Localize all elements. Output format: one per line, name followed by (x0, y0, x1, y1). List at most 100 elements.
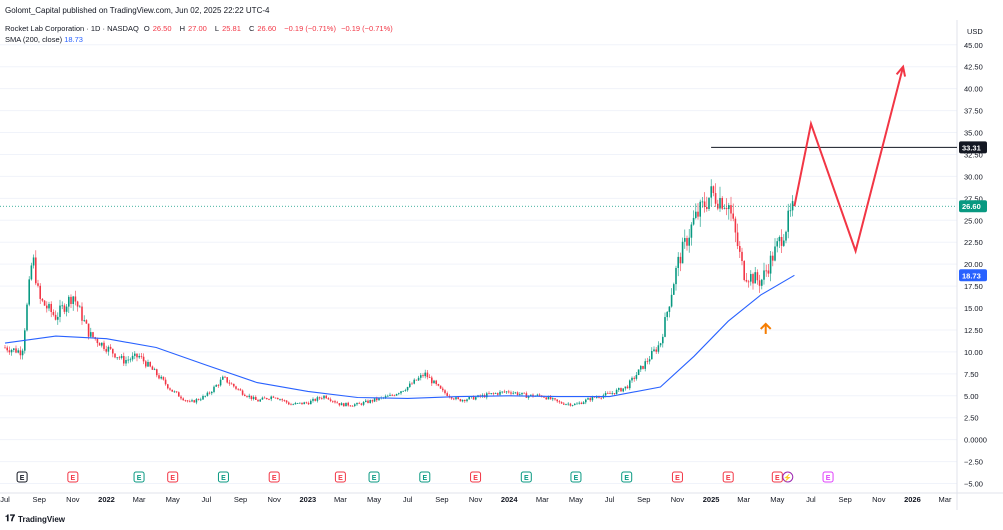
candle-body (217, 385, 220, 386)
candle-body (224, 376, 226, 378)
candle-body (644, 361, 646, 369)
candle-body (420, 375, 422, 378)
candle-body (486, 393, 488, 398)
candle-body (391, 394, 393, 396)
candle-body (624, 386, 627, 389)
x-tick-label: May (770, 495, 784, 504)
event-glyph: E (675, 475, 680, 482)
candle-body (351, 405, 354, 407)
earnings-event-icon (520, 471, 532, 483)
candle-body (556, 399, 558, 402)
candle-body (10, 349, 13, 353)
candle-body (569, 403, 572, 406)
candle-body (699, 201, 701, 217)
candle-body (563, 403, 565, 405)
sma-price-label-bg (959, 269, 987, 282)
candle-body (697, 211, 699, 217)
candle-body (494, 393, 497, 394)
candle-body (679, 256, 682, 264)
x-tick-label: 2026 (904, 495, 921, 504)
y-tick-label: 35.00 (964, 129, 983, 138)
candle-body (734, 218, 737, 233)
candle-body (189, 401, 191, 403)
candle-body (723, 207, 726, 209)
symbol-name[interactable]: Rocket Lab Corporation · 1D · NASDAQ (5, 24, 139, 33)
candle-body (567, 403, 569, 405)
candle-body (87, 323, 90, 337)
candle-body (263, 397, 266, 399)
candle-body (435, 380, 437, 385)
candle-body (105, 349, 107, 352)
candle-body (666, 311, 668, 318)
candle-body (81, 306, 83, 321)
candle-body (712, 186, 715, 194)
candle-body (501, 391, 503, 393)
earnings-event-icon (268, 471, 280, 483)
candle-body (323, 395, 325, 399)
candle-body (565, 404, 567, 405)
candle-body (688, 237, 690, 246)
candle-body (574, 403, 576, 406)
candle-body (659, 343, 662, 346)
candle-body (466, 399, 468, 402)
candle-body (763, 270, 765, 280)
candle-body (547, 396, 550, 400)
candle-body (376, 398, 378, 401)
candle-body (743, 260, 745, 280)
ohlc-close: C 26.60 (248, 24, 277, 33)
price-chart[interactable]: USD 45.00 42.50 40.00 37.50 35.00 32.50 30.00 27… (0, 20, 1003, 510)
candle-body (615, 389, 618, 394)
event-glyph: E (473, 475, 478, 482)
candle-body (46, 305, 48, 309)
x-tick-label: Jul (403, 495, 413, 504)
candle-body (741, 251, 743, 261)
candle-body (530, 394, 532, 396)
symbol-legend[interactable]: Rocket Lab Corporation · 1D · NASDAQ O 26… (5, 24, 396, 33)
sma-legend[interactable]: SMA (200, close) 18.73 (5, 35, 83, 44)
candle-body (228, 382, 231, 384)
candle-body (48, 303, 50, 309)
candle-body (50, 303, 52, 313)
sma-label[interactable]: SMA (200, close) (5, 35, 63, 44)
candle-body (354, 404, 356, 406)
ohlc-change-2: −0.19 (−0.71%) (341, 24, 393, 33)
earnings-event-icon (822, 471, 834, 483)
candle-body (303, 402, 305, 405)
candle-body (125, 359, 127, 364)
candle-body (393, 395, 396, 397)
y-tick-label: 40.00 (964, 85, 983, 94)
candle-body (499, 391, 501, 395)
candle-body (692, 217, 695, 225)
candle-body (314, 398, 316, 401)
y-tick-label: 15.00 (964, 304, 983, 313)
candle-body (721, 197, 723, 209)
candle-body (365, 400, 367, 403)
candle-body (237, 388, 239, 390)
candle-body (538, 394, 541, 396)
event-glyph: E (272, 475, 277, 482)
dividend-event-icon (782, 471, 794, 483)
earnings-event-icon (722, 471, 734, 483)
y-tick-label: 42.50 (964, 63, 983, 72)
tradingview-logo: 𝟏𝟕 TradingView (5, 514, 65, 524)
earnings-event-icon (368, 471, 380, 483)
y-tick-label: 30.00 (964, 172, 983, 181)
candle-body (358, 402, 360, 404)
candle-body (789, 210, 792, 212)
sma-price-label: 18.73 (962, 271, 981, 280)
candle-body (492, 393, 495, 394)
candle-body (98, 343, 101, 346)
candle-body (26, 304, 28, 331)
candle-body (761, 279, 763, 286)
projection-arrowhead (895, 64, 907, 77)
x-tick-label: Mar (737, 495, 750, 504)
candle-body (461, 399, 464, 402)
candle-body (345, 402, 347, 407)
event-glyph: E (826, 475, 831, 482)
candle-body (288, 402, 290, 405)
candle-body (640, 365, 642, 370)
candle-body (171, 389, 173, 392)
candle-body (244, 394, 246, 397)
earnings-event-icon (621, 471, 633, 483)
candle-body (72, 296, 74, 304)
